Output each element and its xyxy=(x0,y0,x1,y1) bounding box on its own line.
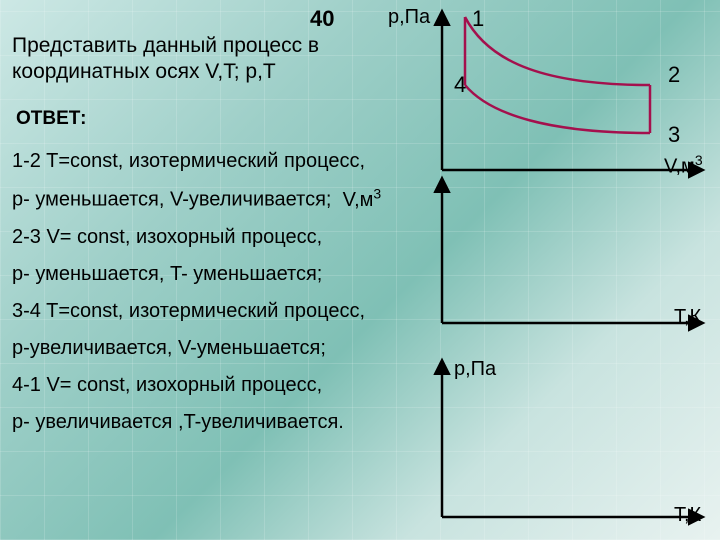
prompt-text: Представить данный процесс в координатны… xyxy=(12,33,392,86)
point-label-4: 4 xyxy=(454,72,466,98)
prompt-line-1: Представить данный процесс в xyxy=(12,34,319,57)
point-label-2: 2 xyxy=(668,62,680,88)
answer-line-6: p-увеличивается, V-уменьшается; xyxy=(12,333,427,364)
answer-line-4: p- уменьшается, T- уменьшается; xyxy=(12,259,427,290)
answer-line-5: 3-4 T=const, изотермический процесс, xyxy=(12,296,427,327)
chart-pt-svg xyxy=(430,355,710,530)
answer-line-1: 1-2 T=const, изотермический процесс, xyxy=(12,146,427,177)
curve-4-3 xyxy=(465,85,650,133)
v-m3-sup: 3 xyxy=(373,185,381,201)
chart-pt xyxy=(430,355,710,530)
vm3-sup-top: 3 xyxy=(695,152,703,168)
v-m3-pre: V,м xyxy=(343,189,374,211)
answer-line-3: 2-3 V= const, изохорный процесс, xyxy=(12,222,427,253)
axis-label-p-pa-top: p,Па xyxy=(388,6,430,29)
answer-label: ОТВЕТ: xyxy=(16,108,86,130)
answer-line-7: 4-1 V= const, изохорный процесс, xyxy=(12,370,427,401)
question-number: 40 xyxy=(310,6,334,32)
chart-vt-svg xyxy=(430,175,710,330)
point-label-1: 1 xyxy=(472,6,484,32)
axis-label-tk-mid: T,К xyxy=(674,306,701,329)
answer-line-8: p- увеличивается ,T-увеличивается. xyxy=(12,407,427,438)
curve-1-2 xyxy=(465,17,650,85)
answer-block: 1-2 T=const, изотермический процесс, p- … xyxy=(12,146,427,444)
slide-content: 40 Представить данный процесс в координа… xyxy=(0,0,720,540)
axis-label-tk-bot: T,К xyxy=(674,504,701,527)
v-m3-inline: V,м3 xyxy=(343,189,382,211)
chart-vt xyxy=(430,175,710,330)
answer-line-2: p- уменьшается, V-увеличивается; V,м3 xyxy=(12,183,427,216)
point-label-3: 3 xyxy=(668,122,680,148)
axis-label-p-pa-bot: p,Па xyxy=(454,358,496,381)
prompt-line-2: координатных осях V,T; p,T xyxy=(12,60,276,83)
answer-line-2-text: p- уменьшается, V-увеличивается; xyxy=(12,189,331,211)
